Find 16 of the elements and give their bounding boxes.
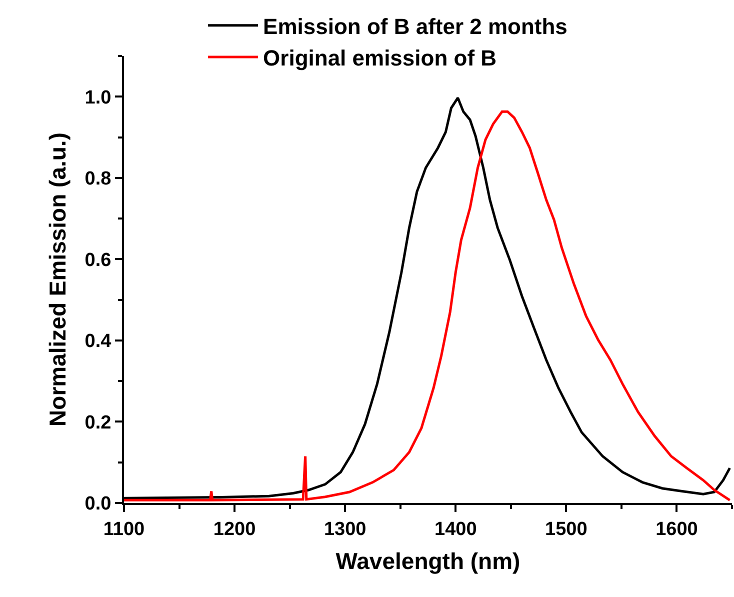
legend-label: Emission of B after 2 months [263,14,568,39]
x-tick-label: 1300 [324,518,366,540]
x-axis-title: Wavelength (nm) [336,548,520,574]
legend-label: Original emission of B [263,46,497,71]
x-tick-label: 1200 [213,518,256,540]
x-tick-label: 1100 [103,518,145,540]
y-tick-label: 1.0 [84,87,112,108]
x-tick-label: 1600 [656,518,698,540]
y-tick-label: 0.6 [84,250,112,271]
y-tick-label: 0.0 [84,494,112,515]
x-tick-label: 1400 [434,518,477,540]
y-tick-label: 0.2 [84,412,112,434]
y-tick-label: 0.4 [84,331,112,352]
y-axis-title: Normalized Emission (a.u.) [44,132,71,426]
x-tick-label: 1500 [545,518,588,540]
y-tick-label: 0.8 [84,168,112,190]
